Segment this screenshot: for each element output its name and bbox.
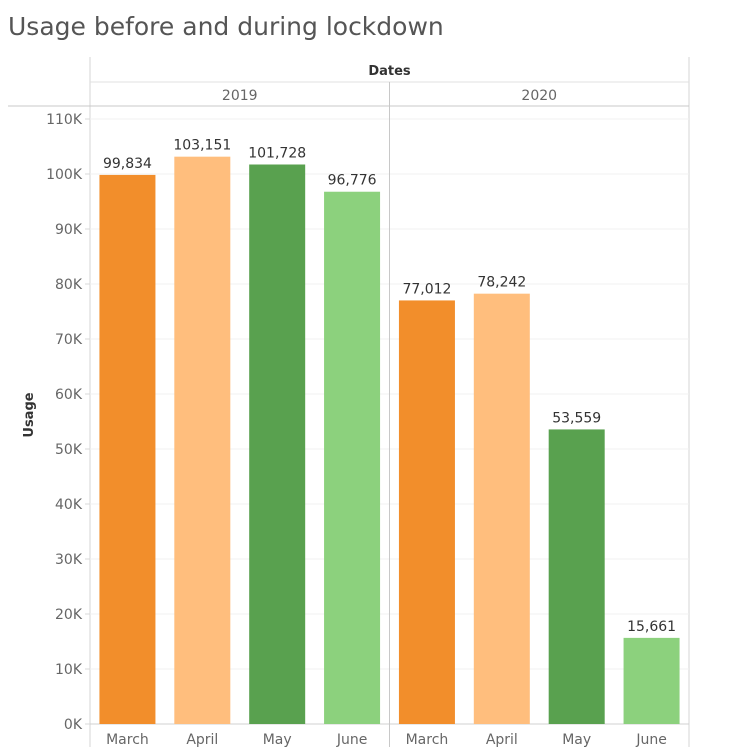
group-header-label: 2020 bbox=[521, 88, 557, 104]
data-label: 103,151 bbox=[173, 138, 231, 154]
bar-2020-june[interactable] bbox=[623, 637, 680, 724]
data-label: 99,834 bbox=[103, 156, 152, 172]
bar-2019-march[interactable] bbox=[99, 174, 156, 725]
y-tick-label: 0K bbox=[64, 717, 83, 733]
x-tick-label: April bbox=[486, 732, 518, 747]
x-tick-label: April bbox=[186, 732, 218, 747]
y-tick-label: 10K bbox=[55, 662, 83, 678]
bar-2020-may[interactable] bbox=[548, 429, 605, 724]
y-tick-label: 80K bbox=[55, 277, 83, 293]
x-tick-label: June bbox=[336, 732, 368, 747]
x-tick-label: June bbox=[635, 732, 667, 747]
bar-2019-june[interactable] bbox=[324, 191, 381, 724]
y-tick-label: 40K bbox=[55, 497, 83, 513]
y-tick-label: 70K bbox=[55, 332, 83, 348]
y-tick-label: 50K bbox=[55, 442, 83, 458]
data-label: 77,012 bbox=[402, 281, 451, 297]
y-tick-label: 100K bbox=[46, 167, 83, 183]
data-label: 78,242 bbox=[477, 275, 526, 291]
bar-2019-may[interactable] bbox=[249, 164, 306, 725]
x-tick-label: May bbox=[263, 732, 292, 747]
x-tick-label: March bbox=[406, 732, 449, 747]
x-tick-label: May bbox=[562, 732, 591, 747]
bar-2020-april[interactable] bbox=[473, 293, 530, 724]
y-axis-title: Usage bbox=[22, 392, 37, 437]
data-label: 96,776 bbox=[328, 173, 377, 189]
data-label: 53,559 bbox=[552, 410, 601, 426]
y-tick-label: 30K bbox=[55, 552, 83, 568]
y-tick-label: 20K bbox=[55, 607, 83, 623]
column-header-title: Dates bbox=[368, 64, 411, 79]
y-tick-label: 90K bbox=[55, 222, 83, 238]
group-header-label: 2019 bbox=[222, 88, 258, 104]
data-label: 101,728 bbox=[248, 145, 306, 161]
data-label: 15,661 bbox=[627, 619, 676, 635]
x-tick-label: March bbox=[106, 732, 149, 747]
y-tick-label: 60K bbox=[55, 387, 83, 403]
bar-2020-march[interactable] bbox=[398, 300, 455, 724]
y-tick-label: 110K bbox=[46, 112, 83, 128]
bar-2019-april[interactable] bbox=[174, 156, 231, 724]
chart-title: Usage before and during lockdown bbox=[8, 12, 444, 41]
